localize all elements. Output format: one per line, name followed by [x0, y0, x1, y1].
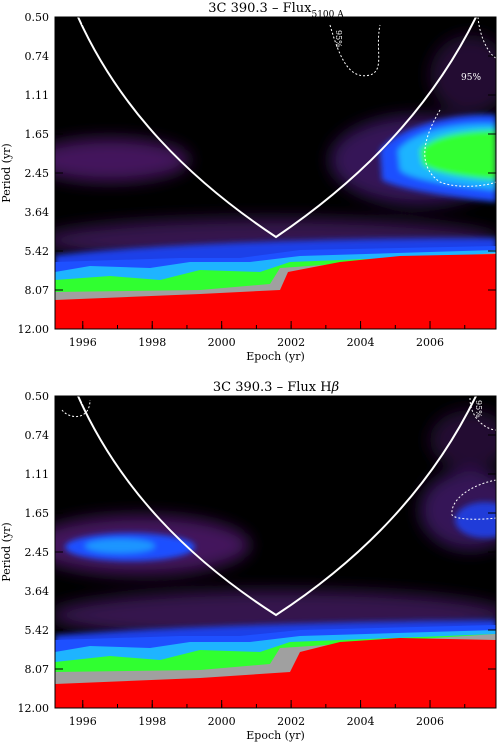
- x-tick-label-bottom: 2002: [277, 715, 305, 728]
- cone-of-influence-top: [77, 17, 477, 239]
- x-tick-label-bottom: 2004: [347, 715, 375, 728]
- x-tick-label-top: 2002: [277, 336, 305, 349]
- y-axis-label-bottom: Period (yr): [0, 522, 13, 581]
- y-tick-label-top: 1.65: [25, 128, 50, 141]
- contour-label-95-c: 95%: [474, 400, 483, 418]
- cone-of-influence-bottom: [77, 396, 477, 617]
- x-tick-label-bottom: 2006: [416, 715, 444, 728]
- y-tick-label-bottom: 0.74: [25, 429, 50, 442]
- y-tick-label-top: 0.50: [25, 11, 50, 24]
- x-axis-label-bottom: Epoch (yr): [246, 729, 305, 742]
- x-tick-label-bottom: 2000: [208, 715, 236, 728]
- heatmap-bottom: 95%: [55, 396, 496, 708]
- x-tick-label-top: 2000: [208, 336, 236, 349]
- heatmap-top: 95% 95%: [55, 17, 496, 329]
- y-tick-label-top: 5.42: [25, 245, 50, 258]
- x-tick-label-top: 2006: [416, 336, 444, 349]
- chart-title-bottom: 3C 390.3 – Flux Hβ: [213, 380, 339, 395]
- axes-bottom: 1996 1998 2000 2002 2004 2006 0.50 0.74 1.11 1.65…: [0, 390, 496, 742]
- x-tick-label-top: 1998: [138, 336, 166, 349]
- y-tick-label-bottom: 1.11: [25, 468, 50, 481]
- y-tick-label-top: 2.45: [25, 167, 50, 180]
- contour-label-95-b: 95%: [334, 30, 343, 48]
- y-tick-label-top: 12.00: [18, 323, 50, 336]
- y-tick-label-bottom: 5.42: [25, 624, 50, 637]
- x-tick-label-top: 1996: [69, 336, 97, 349]
- y-tick-label-bottom: 0.50: [25, 390, 50, 403]
- y-tick-label-bottom: 8.07: [25, 663, 50, 676]
- x-tick-label-bottom: 1998: [138, 715, 166, 728]
- y-axis-label-top: Period (yr): [0, 143, 13, 202]
- y-tick-label-top: 8.07: [25, 284, 50, 297]
- y-tick-label-bottom: 12.00: [18, 702, 50, 715]
- panel-top: 3C 390.3 – Flux5100 A°: [0, 0, 497, 363]
- panel-bottom: 3C 390.3 – Flux Hβ: [0, 380, 497, 742]
- y-tick-label-top: 0.74: [25, 50, 50, 63]
- y-tick-label-bottom: 2.45: [25, 546, 50, 559]
- y-tick-label-top: 1.11: [25, 89, 50, 102]
- y-tick-label-bottom: 1.65: [25, 507, 50, 520]
- x-axis-label-top: Epoch (yr): [246, 350, 305, 363]
- y-tick-label-top: 3.64: [25, 206, 50, 219]
- x-tick-label-top: 2004: [347, 336, 375, 349]
- contour-label-95-a: 95%: [461, 73, 481, 83]
- y-tick-label-bottom: 3.64: [25, 585, 50, 598]
- axes-top: 1996 1998 2000 2002 2004 2006 0.50 0.74 1.11 1.65…: [0, 11, 496, 363]
- x-tick-label-bottom: 1996: [69, 715, 97, 728]
- chart-title-top: 3C 390.3 – Flux5100 A°: [208, 0, 344, 20]
